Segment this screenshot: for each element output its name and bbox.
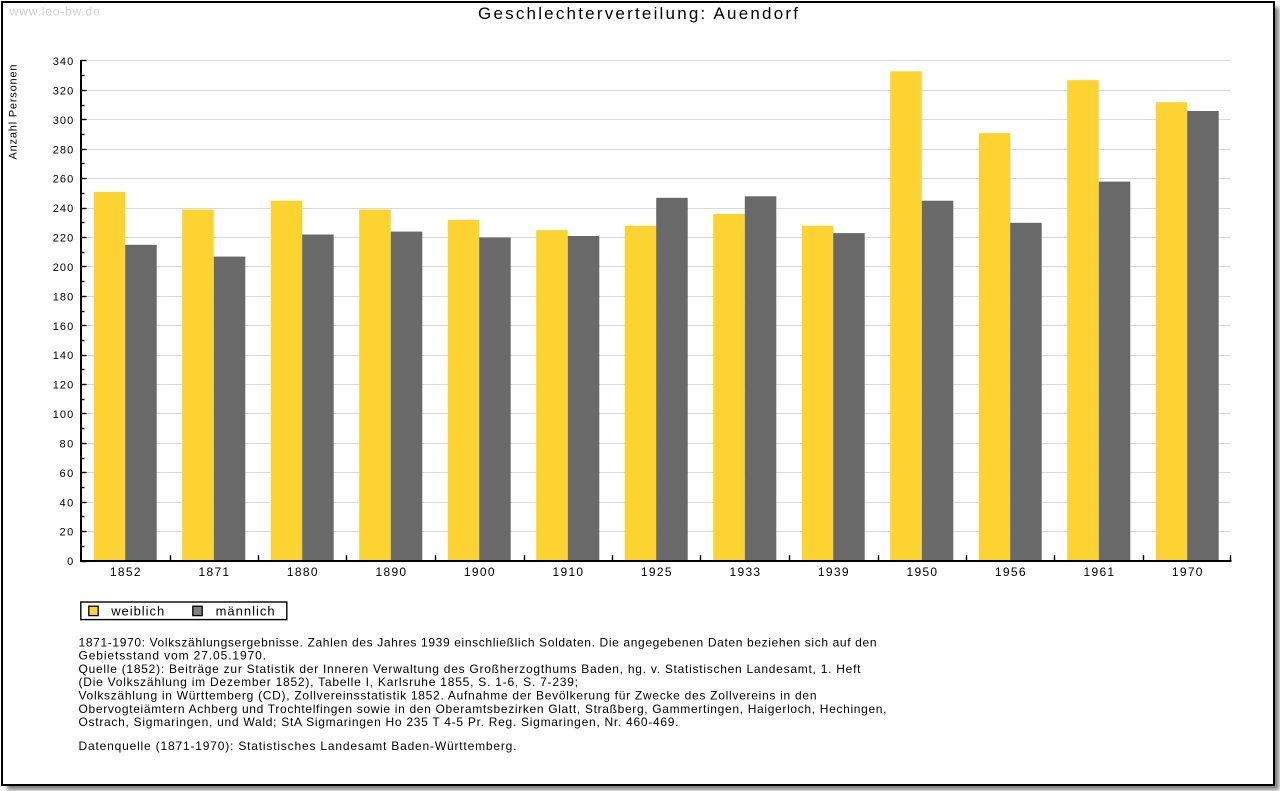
svg-text:280: 280 xyxy=(53,144,74,156)
svg-text:60: 60 xyxy=(60,468,74,480)
svg-text:180: 180 xyxy=(53,291,74,303)
svg-text:260: 260 xyxy=(53,174,74,186)
svg-text:160: 160 xyxy=(53,321,74,333)
svg-text:240: 240 xyxy=(53,203,74,215)
svg-text:männlich: männlich xyxy=(216,604,275,619)
svg-text:1933: 1933 xyxy=(730,565,761,579)
svg-text:Datenquelle (1871-1970): Stati: Datenquelle (1871-1970): Statistisches L… xyxy=(79,739,517,753)
svg-text:1925: 1925 xyxy=(641,565,672,579)
svg-text:Volkszählung in Württemberg (C: Volkszählung in Württemberg (CD), Zollve… xyxy=(79,689,817,703)
svg-text:1900: 1900 xyxy=(464,565,495,579)
svg-text:80: 80 xyxy=(60,439,74,451)
svg-text:1910: 1910 xyxy=(553,565,584,579)
svg-text:140: 140 xyxy=(53,350,74,362)
svg-text:1939: 1939 xyxy=(818,565,849,579)
svg-text:weiblich: weiblich xyxy=(110,604,164,619)
svg-text:Ostrach, Sigmaringen, und Wald: Ostrach, Sigmaringen, und Wald; StA Sigm… xyxy=(79,715,679,729)
svg-text:1956: 1956 xyxy=(995,565,1026,579)
svg-text:20: 20 xyxy=(60,527,74,539)
svg-text:1852: 1852 xyxy=(110,565,141,579)
svg-text:(Die Volkszählung im Dezember: (Die Volkszählung im Dezember 1852), Tab… xyxy=(79,675,579,689)
svg-text:Obervogteiämtern Achberg und T: Obervogteiämtern Achberg und Trochtelfin… xyxy=(79,702,887,716)
svg-text:1871-1970: Volkszählungsergebn: 1871-1970: Volkszählungsergebnisse. Zahl… xyxy=(79,635,877,649)
svg-text:1890: 1890 xyxy=(376,565,407,579)
svg-text:300: 300 xyxy=(53,115,74,127)
svg-text:1871: 1871 xyxy=(199,565,230,579)
svg-text:1970: 1970 xyxy=(1172,565,1203,579)
svg-text:Anzahl Personen: Anzahl Personen xyxy=(8,65,20,160)
svg-text:100: 100 xyxy=(53,409,74,421)
svg-text:1950: 1950 xyxy=(907,565,938,579)
svg-text:1961: 1961 xyxy=(1084,565,1115,579)
svg-text:200: 200 xyxy=(53,262,74,274)
svg-text:Quelle (1852): Beiträge zur St: Quelle (1852): Beiträge zur Statistik de… xyxy=(79,662,862,676)
svg-text:320: 320 xyxy=(53,86,74,98)
svg-text:340: 340 xyxy=(53,56,74,68)
svg-text:40: 40 xyxy=(60,497,74,509)
svg-text:220: 220 xyxy=(53,233,74,245)
svg-text:1880: 1880 xyxy=(287,565,318,579)
svg-text:0: 0 xyxy=(67,556,73,568)
svg-text:Gebietsstand vom 27.05.1970.: Gebietsstand vom 27.05.1970. xyxy=(79,649,267,663)
svg-text:www.leo-bw.de: www.leo-bw.de xyxy=(9,4,100,18)
svg-text:Geschlechterverteilung: Auendo: Geschlechterverteilung: Auendorf xyxy=(478,4,798,23)
svg-text:120: 120 xyxy=(53,380,74,392)
